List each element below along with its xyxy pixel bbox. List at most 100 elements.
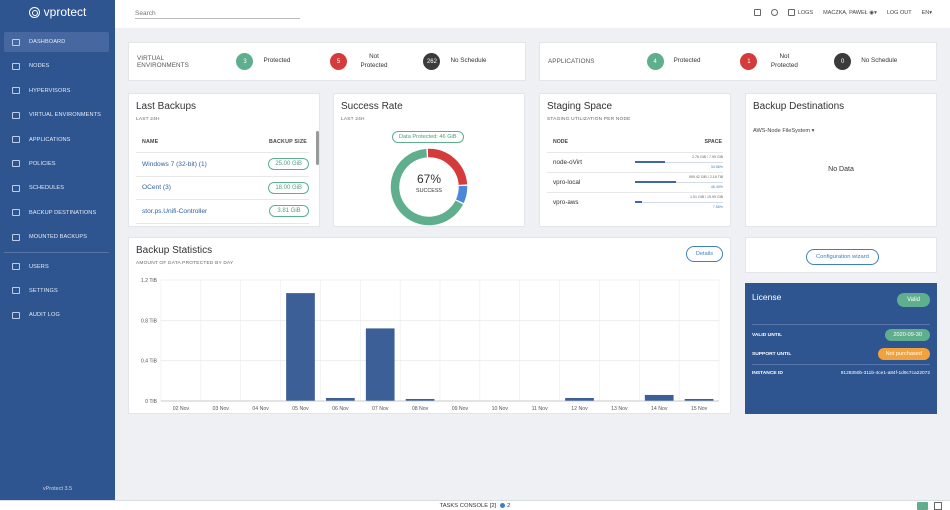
protected-item[interactable]: 4 Protected bbox=[646, 53, 741, 70]
sidebar-item-hypervisors[interactable]: HYPERVISORS bbox=[4, 81, 109, 101]
logo-icon bbox=[28, 6, 40, 18]
console-toggle-icon[interactable] bbox=[917, 502, 928, 510]
y-tick-label: 0.8 TiB bbox=[141, 318, 158, 324]
sidebar-item-nodes[interactable]: NODES bbox=[4, 56, 109, 76]
instance-id-row: INSTANCE ID 9128350b-311b-4ce1-a84f-1d9c… bbox=[752, 368, 930, 378]
protected-count: 3 bbox=[236, 53, 254, 70]
bar-06-nov[interactable] bbox=[326, 397, 355, 401]
expand-icon[interactable] bbox=[934, 502, 942, 510]
sidebar-item-schedules[interactable]: SCHEDULES bbox=[4, 178, 109, 198]
column-space: SPACE bbox=[704, 139, 723, 145]
backup-destinations-icon bbox=[12, 209, 20, 217]
sidebar-item-settings[interactable]: SETTINGS bbox=[4, 281, 109, 301]
language-select[interactable]: EN▾ bbox=[922, 10, 932, 16]
not-protected-item[interactable]: 1 Not Protected bbox=[740, 53, 834, 71]
task-count: 2 bbox=[507, 502, 511, 509]
usage-track bbox=[635, 201, 723, 203]
sidebar-item-virtual-environments[interactable]: VIRTUAL ENVIRONMENTS bbox=[4, 105, 109, 125]
sidebar-item-users[interactable]: USERS bbox=[4, 257, 109, 277]
summary-title: VIRTUAL ENVIRONMENTS bbox=[137, 54, 189, 69]
column-backup-size[interactable]: BACKUP SIZE bbox=[268, 139, 307, 145]
tasks-console-bar[interactable]: TASKS CONSOLE [2] 2 bbox=[0, 500, 950, 510]
table-header: NAME BACKUP SIZE bbox=[142, 139, 307, 145]
backup-name-link[interactable]: stor.ps.Unifi-Controller bbox=[142, 207, 208, 215]
x-tick-label: 07 Nov bbox=[372, 406, 389, 412]
sidebar-item-mounted-backups[interactable]: MOUNTED BACKUPS bbox=[4, 227, 109, 247]
top-bar: LOGS MACZKA, PAWEŁ ◉▾ LOG OUT EN▾ bbox=[115, 0, 950, 28]
details-button[interactable]: Details bbox=[685, 246, 723, 262]
bar-08-nov[interactable] bbox=[405, 398, 435, 401]
sidebar-item-audit-log[interactable]: AUDIT LOG bbox=[4, 305, 109, 325]
node-name: vpro-local bbox=[553, 179, 581, 186]
schedules-icon bbox=[12, 184, 20, 192]
success-donut: 67% SUCCESS bbox=[390, 148, 468, 226]
tasks-console-label[interactable]: TASKS CONSOLE [2] bbox=[439, 502, 497, 509]
no-schedule-item[interactable]: 0 No Schedule bbox=[834, 53, 928, 70]
sidebar-item-policies[interactable]: POLICIES bbox=[4, 154, 109, 174]
sidebar-item-applications[interactable]: APPLICATIONS bbox=[4, 130, 109, 150]
success-rate-card: Success Rate LAST 24H Data Protected: 46… bbox=[333, 93, 525, 227]
column-node: NODE bbox=[553, 139, 568, 145]
node-name: vpro-aws bbox=[553, 199, 579, 206]
space-usage-text: 959.42 GiB / 2.16 TiB bbox=[688, 174, 723, 179]
dashboard-icon bbox=[12, 38, 20, 46]
x-tick-label: 04 Nov bbox=[252, 406, 269, 412]
logo-text: vprotect bbox=[43, 5, 87, 19]
x-tick-label: 03 Nov bbox=[213, 406, 230, 412]
users-icon bbox=[12, 263, 20, 271]
x-tick-label: 09 Nov bbox=[452, 406, 469, 412]
settings-icon bbox=[12, 287, 20, 295]
column-name[interactable]: NAME bbox=[142, 139, 159, 145]
logs-icon bbox=[787, 9, 795, 16]
sidebar-item-label: NODES bbox=[29, 63, 50, 70]
space-usage: 1.51 GiB / 19.99 GiB 7.56% bbox=[635, 193, 723, 213]
backup-size-badge: 18.00 GiB bbox=[268, 181, 309, 194]
sidebar-item-label: USERS bbox=[29, 263, 49, 270]
sidebar-item-dashboard[interactable]: DASHBOARD bbox=[4, 32, 109, 52]
bar-14-nov[interactable] bbox=[644, 394, 674, 401]
search-input[interactable] bbox=[135, 10, 300, 19]
protected-item[interactable]: 3 Protected bbox=[236, 53, 330, 70]
card-subtitle: LAST 24H bbox=[136, 117, 160, 122]
logout-link[interactable]: LOG OUT bbox=[886, 9, 912, 16]
backup-size-badge: 25.00 GiB bbox=[268, 158, 309, 171]
space-usage-text: 1.51 GiB / 19.99 GiB bbox=[690, 194, 723, 199]
virtual-environments-summary: VIRTUAL ENVIRONMENTS 3 Protected 5 Not Pro… bbox=[128, 42, 526, 81]
card-title: License bbox=[752, 292, 782, 302]
no-schedule-label: No Schedule bbox=[861, 57, 898, 65]
x-tick-label: 11 Nov bbox=[532, 406, 548, 412]
bar-15-nov[interactable] bbox=[684, 398, 714, 401]
instance-id-value: 9128350b-311b-4ce1-a84f-1d9c7ca22072 bbox=[840, 370, 930, 376]
backup-name-link[interactable]: Windows 7 (32-bit) (1) bbox=[142, 160, 207, 168]
bar-12-nov[interactable] bbox=[565, 397, 594, 401]
usage-percent: 34.56% bbox=[710, 164, 723, 169]
bar-05-nov[interactable] bbox=[286, 293, 315, 401]
sidebar-nav: DASHBOARD NODES HYPERVISORS VIRTUAL ENVIRON… bbox=[0, 32, 115, 325]
card-title: Last Backups bbox=[136, 101, 197, 112]
logs-label: LOGS bbox=[797, 9, 814, 16]
donut-segment bbox=[427, 148, 468, 186]
card-title: Backup Statistics bbox=[136, 245, 213, 256]
sidebar-item-backup-destinations[interactable]: BACKUP DESTINATIONS bbox=[4, 203, 109, 223]
destination-select[interactable]: AWS-Node FileSystem ▾ bbox=[753, 128, 814, 134]
not-protected-item[interactable]: 5 Not Protected bbox=[329, 52, 424, 71]
no-schedule-item[interactable]: 262 No Schedule bbox=[423, 53, 517, 70]
logs-link[interactable]: LOGS bbox=[787, 9, 814, 16]
scrollbar[interactable] bbox=[316, 131, 319, 165]
globe-icon[interactable] bbox=[770, 9, 778, 16]
x-tick-label: 08 Nov bbox=[412, 406, 429, 412]
card-title: Staging Space bbox=[547, 101, 613, 112]
notifications-icon[interactable] bbox=[753, 9, 761, 16]
user-menu[interactable]: MACZKA, PAWEŁ ◉▾ bbox=[823, 10, 877, 16]
configuration-wizard-button[interactable]: Configuration wizard bbox=[806, 249, 879, 265]
app-logo[interactable]: vprotect bbox=[0, 0, 115, 24]
protected-label: Protected bbox=[673, 57, 701, 65]
bar-07-nov[interactable] bbox=[365, 328, 395, 401]
card-subtitle: LAST 24H bbox=[341, 117, 365, 122]
chevron-down-icon: ▾ bbox=[811, 128, 815, 134]
instance-id-label: INSTANCE ID bbox=[752, 370, 783, 376]
sidebar-item-label: DASHBOARD bbox=[29, 39, 66, 45]
backup-name-link[interactable]: OCent (3) bbox=[142, 184, 171, 192]
summary-title: APPLICATIONS bbox=[548, 58, 595, 65]
not-protected-label: Not Protected bbox=[360, 52, 388, 69]
